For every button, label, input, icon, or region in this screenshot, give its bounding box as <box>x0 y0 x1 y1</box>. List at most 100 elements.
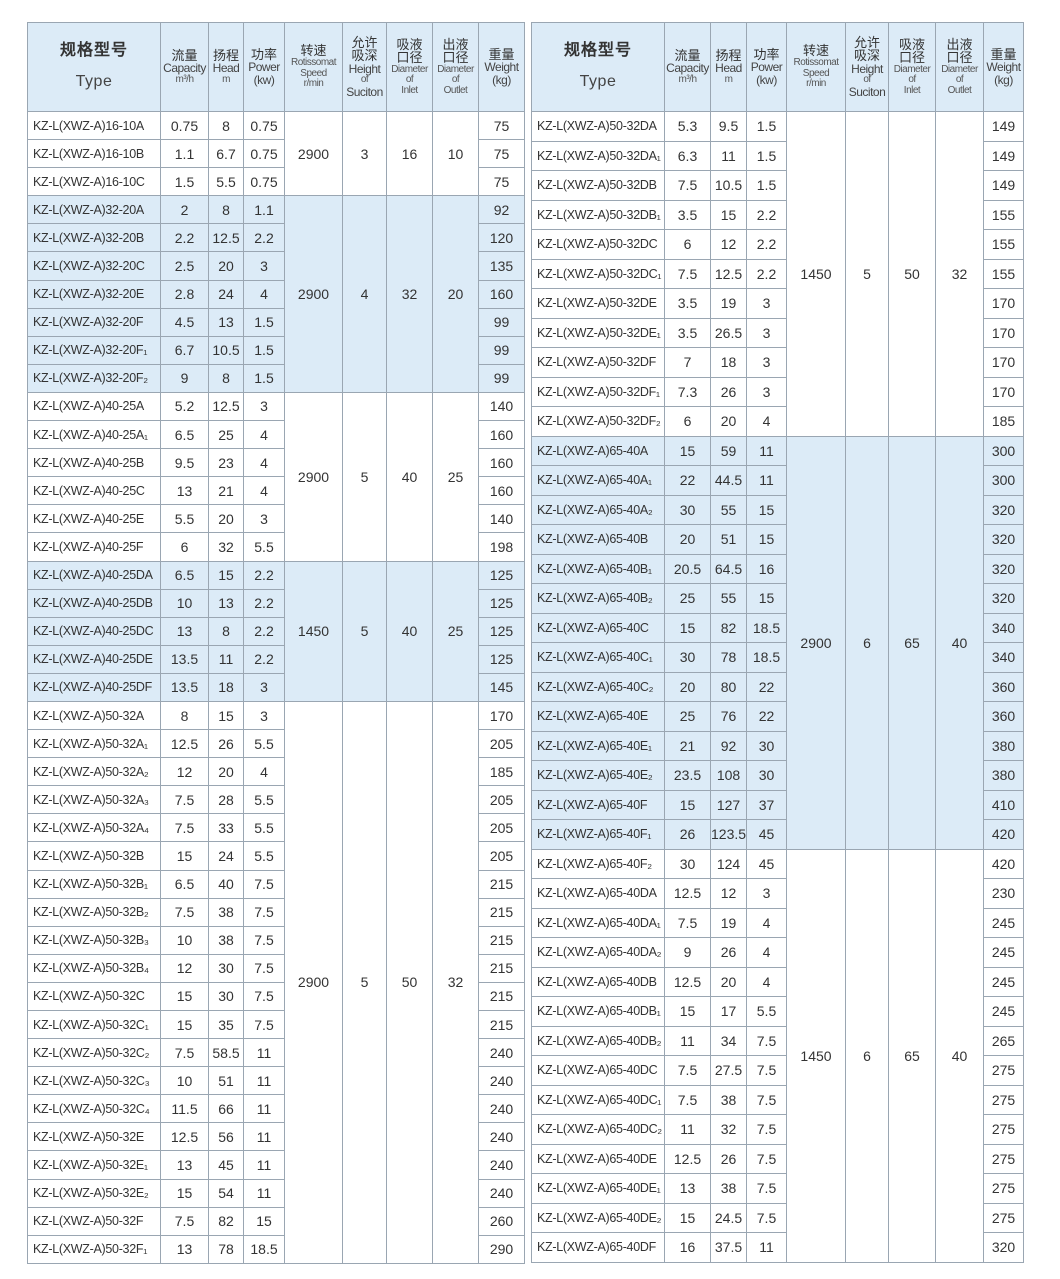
head-cell: 12.5 <box>710 258 747 289</box>
head-cell: 18 <box>208 672 244 702</box>
weight-cell: 149 <box>983 140 1024 171</box>
model-type-cell: KZ-L(XWZ-A)50-32A₄ <box>27 813 161 843</box>
header-power-label: Power <box>750 60 783 75</box>
capacity-cell: 30 <box>664 494 711 525</box>
model-type-cell: KZ-L(XWZ-A)16-10B <box>27 139 161 169</box>
power-cell: 3 <box>746 376 787 407</box>
table-row: KZ-L(XWZ-A)32-20A 2 8 1.1 2900 4 32 20 92 <box>27 195 525 393</box>
table-row: KZ-L(XWZ-A)65-40DC₂ 11 32 7.5 275 <box>531 1114 1024 1145</box>
power-cell: 1.5 <box>746 111 787 142</box>
power-cell: 0.75 <box>243 139 285 169</box>
weight-cell: 290 <box>478 1234 525 1264</box>
header-height: 允许 吸深 Height of Suciton <box>342 22 387 112</box>
table-row: KZ-L(XWZ-A)40-25B 9.5 23 4 160 <box>27 448 525 478</box>
header-inlet: 吸液 口径 Diameter of Inlet <box>888 22 936 112</box>
power-cell: 15 <box>746 583 787 614</box>
capacity-cell: 7 <box>664 347 711 378</box>
header-height: 允许 吸深 Height of Suciton <box>845 22 889 112</box>
header-outlet-label: of <box>955 74 964 86</box>
model-type-cell: KZ-L(XWZ-A)50-32B₃ <box>27 925 161 955</box>
header-outlet-label: Diameter <box>941 63 978 75</box>
header-capacity-label: Capacity <box>163 61 206 76</box>
weight-cell: 160 <box>478 476 525 506</box>
header-outlet: 出液 口径 Diameter of Outlet <box>432 22 479 112</box>
table-row: KZ-L(XWZ-A)50-32DF₁ 7.3 26 3 170 <box>531 376 1024 407</box>
capacity-cell: 7.5 <box>160 1206 209 1236</box>
header-inlet-label: 口径 <box>898 50 925 66</box>
capacity-cell: 6 <box>160 532 209 562</box>
head-cell: 27.5 <box>710 1055 747 1086</box>
model-type-cell: KZ-L(XWZ-A)50-32DA₁ <box>531 140 665 171</box>
head-cell: 8 <box>208 110 244 141</box>
capacity-cell: 7.5 <box>160 897 209 927</box>
model-type-cell: KZ-L(XWZ-A)16-10C <box>27 167 161 197</box>
header-power: 功率 Power (kw) <box>243 22 285 112</box>
header-outlet-label: 出液 <box>442 36 469 52</box>
model-type-cell: KZ-L(XWZ-A)65-40C <box>531 612 665 643</box>
model-type-cell: KZ-L(XWZ-A)32-20F₁ <box>27 335 161 365</box>
table-row: KZ-L(XWZ-A)16-10A 0.75 8 0.75 2900 3 16 10 75 <box>27 110 525 197</box>
table-row: KZ-L(XWZ-A)32-20B 2.2 12.5 2.2 120 <box>27 223 525 253</box>
power-cell: 1.5 <box>243 335 285 365</box>
head-cell: 76 <box>710 701 747 732</box>
header-outlet-label: 口径 <box>442 50 469 66</box>
header-head-label: Head <box>715 61 742 76</box>
power-cell: 18.5 <box>243 1234 285 1264</box>
power-cell: 3 <box>243 504 285 534</box>
power-cell: 5.5 <box>243 813 285 843</box>
power-cell: 11 <box>746 1232 787 1263</box>
head-cell: 15 <box>710 199 747 230</box>
table-row: KZ-L(XWZ-A)50-32B 15 24 5.5 205 <box>27 841 525 871</box>
model-type-cell: KZ-L(XWZ-A)50-32B <box>27 841 161 871</box>
header-speed-label: Rotissomat <box>290 57 337 69</box>
model-type-cell: KZ-L(XWZ-A)65-40F₂ <box>531 848 665 879</box>
speed-cell: 2900 <box>786 435 846 850</box>
header-head-label: m <box>222 73 230 85</box>
header-capacity-label: 流量 <box>674 47 701 63</box>
capacity-cell: 11 <box>664 1114 711 1145</box>
outlet-cell: 25 <box>432 391 479 562</box>
head-cell: 5.5 <box>208 167 244 197</box>
capacity-cell: 7.5 <box>664 907 711 938</box>
capacity-cell: 6.3 <box>664 140 711 171</box>
weight-cell: 170 <box>983 288 1024 319</box>
power-cell: 3 <box>746 288 787 319</box>
capacity-cell: 9.5 <box>160 448 209 478</box>
weight-cell: 75 <box>478 139 525 169</box>
model-type-cell: KZ-L(XWZ-A)32-20E <box>27 279 161 309</box>
weight-cell: 149 <box>983 170 1024 201</box>
model-type-cell: KZ-L(XWZ-A)65-40DB <box>531 966 665 997</box>
model-type-cell: KZ-L(XWZ-A)32-20C <box>27 251 161 281</box>
power-cell: 2.2 <box>746 199 787 230</box>
header-inlet-label: of <box>405 74 414 86</box>
model-type-cell: KZ-L(XWZ-A)40-25C <box>27 476 161 506</box>
table-row: KZ-L(XWZ-A)50-32DA 5.3 9.5 1.5 1450 5 50 32 149 <box>531 111 1024 437</box>
power-cell: 22 <box>746 701 787 732</box>
model-type-cell: KZ-L(XWZ-A)50-32B₁ <box>27 869 161 899</box>
header-type-label: Type <box>579 73 617 90</box>
header-speed-label: 转速 <box>300 43 327 59</box>
capacity-cell: 7.5 <box>160 785 209 815</box>
table-row: KZ-L(XWZ-A)65-40C 15 82 18.5 340 <box>531 612 1024 643</box>
table-row: KZ-L(XWZ-A)65-40B₂ 25 55 15 320 <box>531 583 1024 614</box>
head-cell: 12 <box>710 229 747 260</box>
power-cell: 4 <box>746 937 787 968</box>
head-cell: 13 <box>208 307 244 337</box>
model-type-cell: KZ-L(XWZ-A)65-40C₂ <box>531 671 665 702</box>
power-cell: 7.5 <box>746 1114 787 1145</box>
header-outlet-label: Outlet <box>443 84 468 96</box>
model-type-cell: KZ-L(XWZ-A)65-40DB₁ <box>531 996 665 1027</box>
height-cell: 5 <box>845 111 889 437</box>
capacity-cell: 15 <box>160 841 209 871</box>
capacity-cell: 1.5 <box>160 167 209 197</box>
weight-cell: 275 <box>983 1143 1024 1174</box>
table-row: KZ-L(XWZ-A)65-40F 15 127 37 410 <box>531 789 1024 820</box>
height-cell: 5 <box>342 391 387 562</box>
header-speed-label: r/min <box>303 78 324 90</box>
table-row: KZ-L(XWZ-A)65-40DB₂ 11 34 7.5 265 <box>531 1025 1024 1056</box>
head-cell: 17 <box>710 996 747 1027</box>
weight-cell: 185 <box>478 757 525 787</box>
header-inlet-label: of <box>908 74 916 86</box>
pump-spec-table-right: 规格型号 Type 流量 Capacity m³/h 扬程 Head m 功率 Power (kw)… <box>531 22 1024 1263</box>
weight-cell: 160 <box>478 448 525 478</box>
